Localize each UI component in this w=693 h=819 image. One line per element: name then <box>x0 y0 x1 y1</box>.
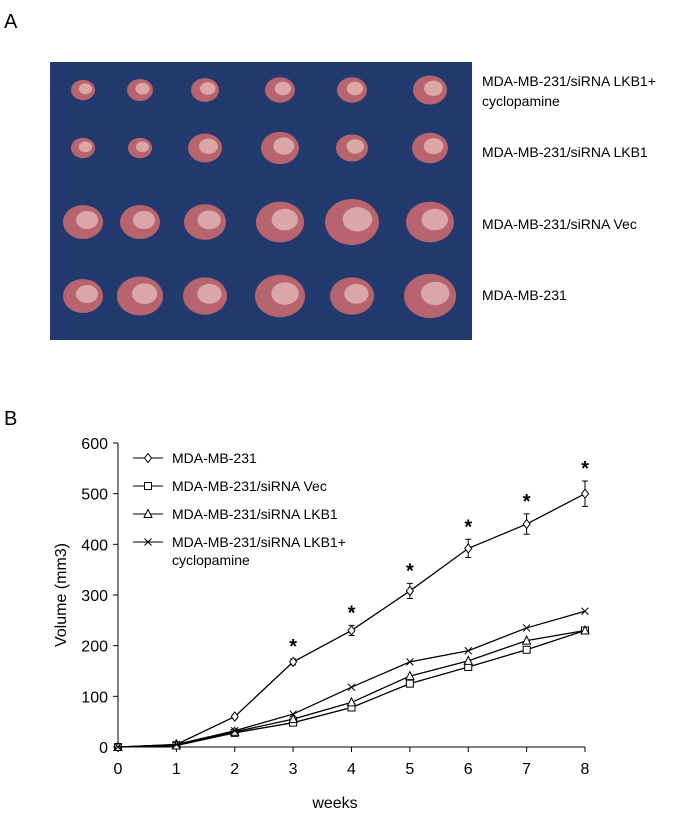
tumor-highlight <box>197 283 222 304</box>
significance-star: * <box>581 458 589 480</box>
marker <box>347 625 356 636</box>
x-tick-label: 7 <box>522 761 531 778</box>
marker <box>405 679 414 688</box>
marker <box>172 740 181 749</box>
row-label: MDA-MB-231/siRNA Vec <box>482 216 637 232</box>
row-label: MDA-MB-231/siRNA LKB1+ cyclopamine <box>482 73 656 109</box>
x-tick-label: 5 <box>405 761 414 778</box>
tumor-highlight <box>135 82 150 95</box>
x-tick-label: 4 <box>347 761 356 778</box>
panel-label: B <box>4 408 17 430</box>
tumor-highlight <box>421 208 448 231</box>
tumor-highlight <box>423 138 444 155</box>
tumor-highlight <box>78 141 92 153</box>
x-tick-label: 2 <box>230 761 239 778</box>
tumor-highlight <box>342 207 373 232</box>
row-label: MDA-MB-231 <box>482 287 567 303</box>
legend-label: MDA-MB-231/siRNA LKB1 <box>172 506 338 522</box>
marker <box>580 488 590 499</box>
row-labels: MDA-MB-231/siRNA LKB1+ cyclopamine MDA-MB-… <box>482 73 656 303</box>
marker <box>230 726 239 735</box>
tumor-highlight <box>135 141 149 153</box>
y-tick-label: 600 <box>81 436 108 453</box>
significance-star: * <box>406 560 414 582</box>
marker <box>464 646 473 655</box>
x-tick-label: 1 <box>172 761 181 778</box>
tumor-highlight <box>133 211 155 229</box>
marker <box>405 585 415 597</box>
marker <box>405 670 415 681</box>
marker <box>406 658 414 666</box>
tumor-highlight <box>271 208 298 231</box>
significance-star: * <box>464 516 472 538</box>
tumor-highlight <box>271 282 299 305</box>
x-tick-label: 0 <box>114 761 123 778</box>
row-label: MDA-MB-231/siRNA LKB1 <box>482 144 648 160</box>
tumor-highlight <box>76 211 98 229</box>
marker <box>347 683 356 692</box>
marker <box>144 538 152 546</box>
marker <box>288 656 298 668</box>
marker <box>522 518 531 530</box>
marker <box>463 655 474 665</box>
tumor-highlight <box>131 283 158 305</box>
marker <box>144 482 152 490</box>
y-tick-label: 400 <box>81 537 108 554</box>
marker <box>521 634 532 645</box>
x-tick-label: 3 <box>289 761 298 778</box>
marker <box>143 452 153 464</box>
marker <box>289 710 297 718</box>
y-tick-label: 200 <box>81 639 108 656</box>
tumor-highlight <box>78 83 92 95</box>
tumor-highlight <box>199 138 218 154</box>
series-line <box>117 629 586 748</box>
y-tick-label: 0 <box>99 740 108 757</box>
marker <box>114 743 122 751</box>
x-tick-label: 8 <box>581 761 590 778</box>
significance-star: * <box>289 636 297 658</box>
tumor-highlight <box>274 81 292 96</box>
x-axis-label: weeks <box>311 795 357 812</box>
y-tick-label: 100 <box>81 689 108 706</box>
tumor-highlight <box>273 137 295 155</box>
marker <box>288 713 298 724</box>
marker <box>581 607 589 616</box>
marker <box>143 508 153 518</box>
y-tick-label: 300 <box>81 588 108 605</box>
marker <box>522 624 531 632</box>
tumor-highlight <box>200 82 216 95</box>
marker <box>522 645 531 654</box>
significance-star: * <box>523 491 531 513</box>
series-line <box>117 629 586 748</box>
panel-label: A <box>4 11 18 33</box>
tumor-highlight <box>346 81 364 96</box>
marker <box>464 543 473 554</box>
legend-label: MDA-MB-231 <box>172 450 257 466</box>
significance-star: * <box>348 602 356 624</box>
tumors <box>63 75 456 319</box>
tumor-highlight <box>424 80 443 96</box>
legend-label: MDA-MB-231/siRNA Vec <box>172 478 327 494</box>
legend-label: MDA-MB-231/siRNA LKB1+ cyclopamine <box>172 534 346 568</box>
marker <box>230 711 239 722</box>
marker <box>580 624 590 635</box>
tumor-highlight <box>344 283 369 304</box>
y-axis-label: Volume (mm3) <box>53 543 70 647</box>
tumor-highlight <box>76 285 98 303</box>
tumor-highlight <box>420 281 450 306</box>
x-tick-label: 6 <box>464 761 473 778</box>
marker <box>346 696 357 707</box>
tumor-highlight <box>197 210 221 230</box>
tumor-highlight <box>346 139 365 154</box>
y-tick-label: 500 <box>81 487 108 504</box>
